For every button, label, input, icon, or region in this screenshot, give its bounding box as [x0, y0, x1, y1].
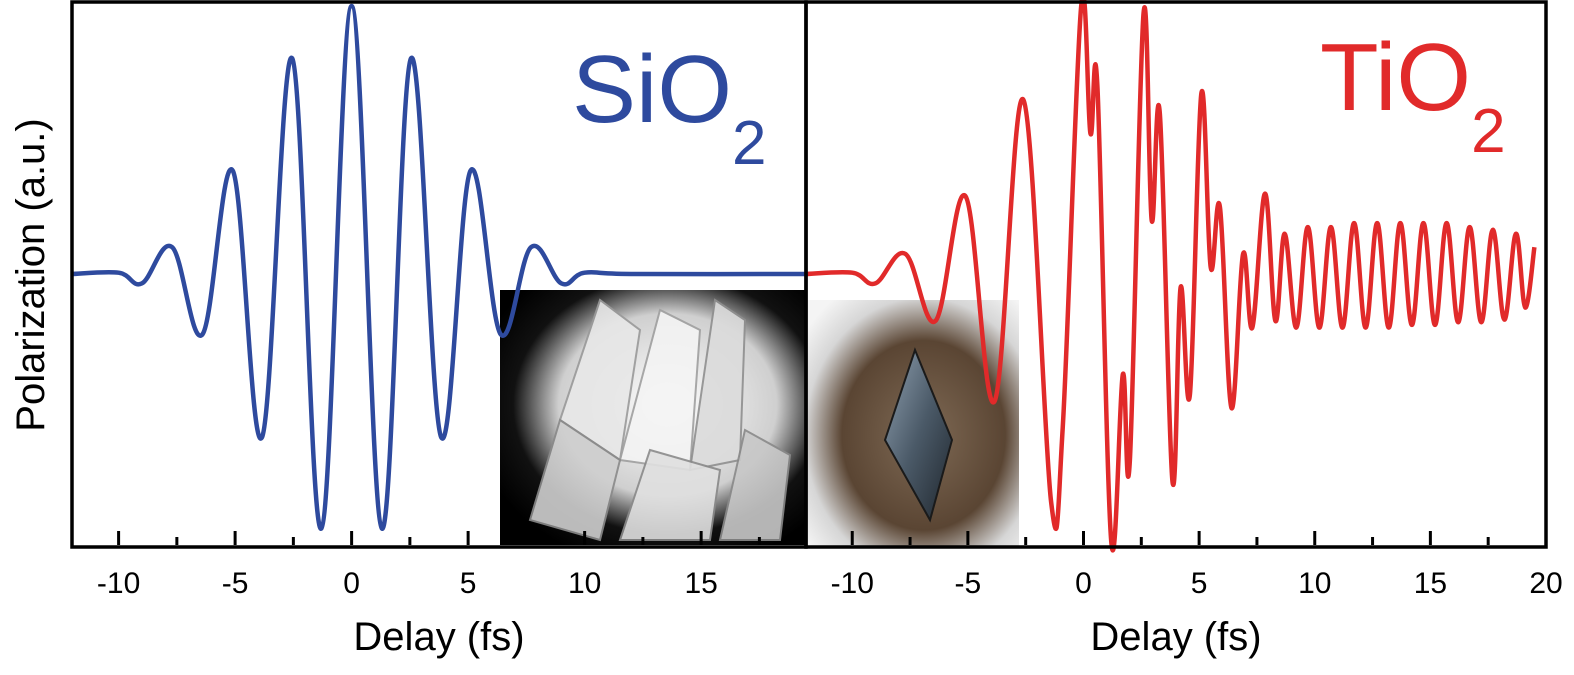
left-x-tick-label: 15 [684, 567, 717, 600]
left-x-tick-label: 0 [343, 567, 360, 600]
right-x-axis-title: Delay (fs) [1090, 615, 1261, 659]
sio2-label-main: SiO [572, 36, 732, 143]
right-x-tick-label: -10 [831, 567, 874, 600]
right-x-tick-label: 15 [1414, 567, 1447, 600]
y-axis-title: Polarization (a.u.) [9, 118, 53, 431]
right-x-tick-label: 0 [1075, 567, 1092, 600]
right-x-tick-labels: -10 -5 0 5 10 15 20 [831, 567, 1563, 600]
left-x-axis-title: Delay (fs) [353, 615, 524, 659]
tio2-label: TiO2 [1320, 24, 1506, 166]
right-x-tick-label: -5 [955, 567, 982, 600]
tio2-label-sub: 2 [1471, 97, 1505, 166]
tio2-label-main: TiO [1320, 24, 1471, 131]
left-x-tick-label: -10 [97, 567, 140, 600]
rutile-photo [807, 300, 1019, 546]
left-x-tick-label: 10 [568, 567, 601, 600]
right-x-tick-label: 5 [1191, 567, 1208, 600]
right-x-tick-label: 20 [1529, 567, 1562, 600]
sio2-label-sub: 2 [732, 109, 766, 178]
tio2-polarization-line [805, 0, 1537, 553]
left-x-tick-label: -5 [222, 567, 249, 600]
left-x-tick-label: 5 [460, 567, 477, 600]
right-panel-frame [804, 0, 1548, 549]
left-x-ticks [117, 531, 761, 545]
left-x-tick-labels: -10 -5 0 5 10 15 [97, 567, 718, 600]
sio2-polarization-line [71, 3, 807, 531]
right-x-ticks [850, 531, 1490, 545]
quartz-photo [500, 290, 805, 545]
right-x-tick-label: 10 [1298, 567, 1331, 600]
sio2-label: SiO2 [572, 36, 767, 178]
